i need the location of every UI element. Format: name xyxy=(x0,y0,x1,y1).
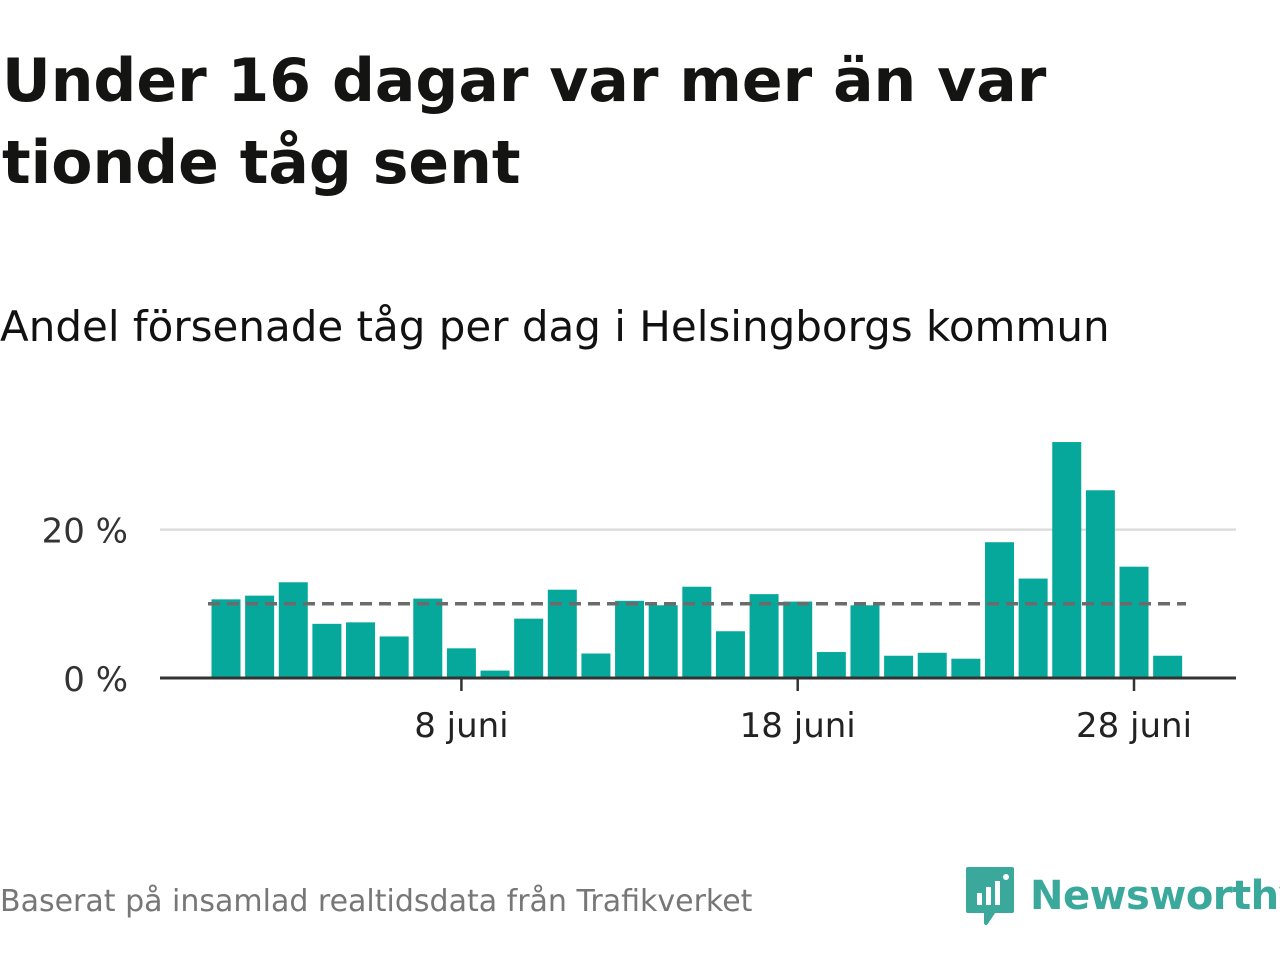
bar xyxy=(984,542,1014,678)
bar xyxy=(346,622,376,678)
bar xyxy=(749,594,779,678)
bar xyxy=(514,618,544,678)
bar xyxy=(917,652,947,678)
bar xyxy=(1153,655,1183,678)
bar xyxy=(480,670,510,678)
newsworthy-chart-bubble-icon xyxy=(966,867,1014,925)
bar xyxy=(379,636,409,678)
y-tick-label: 20 % xyxy=(42,512,128,552)
bar xyxy=(278,582,308,678)
bar xyxy=(850,605,880,678)
bar xyxy=(1085,490,1115,678)
y-tick-label: 0 % xyxy=(63,660,128,700)
bar xyxy=(413,598,443,678)
bar xyxy=(1119,566,1149,678)
bar xyxy=(783,601,813,678)
bar xyxy=(245,595,275,678)
x-tick-label: 28 juni xyxy=(1076,706,1192,746)
bar xyxy=(682,586,712,678)
bar-chart: 0 % 20 % 8 juni 18 juni 28 juni xyxy=(42,442,1236,746)
brand-name: Newsworthy xyxy=(1030,873,1280,919)
bar xyxy=(951,658,981,678)
bar xyxy=(211,599,241,678)
bar xyxy=(884,655,914,678)
bar xyxy=(581,653,611,678)
x-tick-label: 18 juni xyxy=(740,706,856,746)
x-tick-label: 8 juni xyxy=(414,706,508,746)
bar xyxy=(446,648,476,678)
chart-title: Under 16 dagar var mer än var tionde tåg… xyxy=(2,46,1047,198)
chart-subtitle: Andel försenade tåg per dag i Helsingbor… xyxy=(0,302,1110,351)
bar xyxy=(648,605,678,678)
bar xyxy=(816,652,846,678)
bar xyxy=(1052,442,1082,678)
bar xyxy=(715,631,745,678)
bar xyxy=(615,600,645,678)
bar xyxy=(1018,578,1048,678)
newsworthy-logo: Newsworthy xyxy=(964,864,1280,928)
source-note: Baserat på insamlad realtidsdata från Tr… xyxy=(0,884,753,919)
bar xyxy=(312,623,342,678)
